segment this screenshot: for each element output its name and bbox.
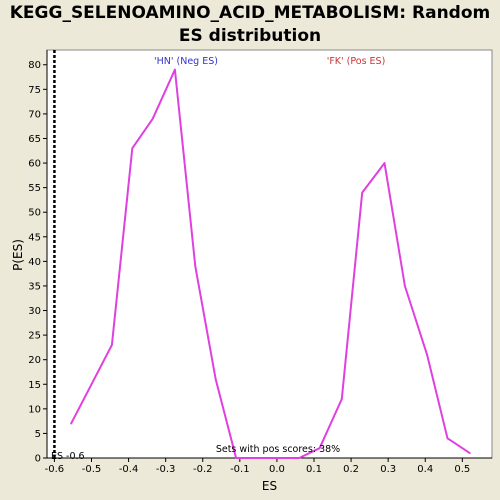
data-point — [174, 69, 176, 71]
x-tick-label: 0.3 — [380, 464, 396, 475]
y-tick-label: 15 — [28, 380, 41, 391]
y-tick-label: 45 — [28, 232, 41, 243]
data-point — [256, 457, 258, 459]
y-tick-label: 80 — [28, 60, 41, 71]
x-tick-label: 0.1 — [306, 464, 322, 475]
y-tick-label: 20 — [28, 355, 41, 366]
y-tick-label: 5 — [35, 429, 41, 440]
data-point — [91, 383, 93, 385]
data-point — [131, 147, 133, 149]
x-tick-label: -0.5 — [82, 464, 102, 475]
data-point — [469, 452, 471, 454]
x-tick-label: 0.5 — [454, 464, 470, 475]
data-point — [404, 285, 406, 287]
y-tick-label: 30 — [28, 306, 41, 317]
x-axis-label: ES — [262, 479, 277, 493]
data-point — [111, 344, 113, 346]
x-tick-label: 0.2 — [343, 464, 359, 475]
y-tick-label: 0 — [35, 454, 41, 465]
y-tick-label: 35 — [28, 281, 41, 292]
x-tick-label: 0.4 — [417, 464, 433, 475]
annotation-es_marker: ES -0.6 — [51, 451, 85, 462]
x-tick-label: 0.0 — [269, 464, 285, 475]
x-tick-label: -0.6 — [45, 464, 65, 475]
x-tick-label: -0.1 — [230, 464, 250, 475]
data-point — [235, 457, 237, 459]
data-point — [361, 192, 363, 194]
data-point — [194, 265, 196, 267]
y-tick-label: 60 — [28, 159, 41, 170]
data-point — [447, 437, 449, 439]
plot-area — [47, 50, 492, 458]
y-tick-label: 70 — [28, 109, 41, 120]
data-point — [341, 398, 343, 400]
annotation-pos: 'FK' (Pos ES) — [327, 56, 386, 67]
data-point — [384, 162, 386, 164]
y-tick-label: 50 — [28, 208, 41, 219]
y-tick-label: 55 — [28, 183, 41, 194]
y-tick-label: 75 — [28, 85, 41, 96]
data-point — [215, 378, 217, 380]
x-tick-label: -0.4 — [119, 464, 139, 475]
y-tick-label: 65 — [28, 134, 41, 145]
data-point — [426, 354, 428, 356]
data-point — [298, 457, 300, 459]
data-point — [70, 423, 72, 425]
data-point — [152, 118, 154, 120]
annotation-neg: 'HN' (Neg ES) — [154, 56, 218, 67]
data-point — [276, 457, 278, 459]
y-tick-label: 10 — [28, 404, 41, 415]
x-tick-label: -0.2 — [193, 464, 213, 475]
y-tick-label: 25 — [28, 331, 41, 342]
x-tick-label: -0.3 — [156, 464, 176, 475]
annotation-pos_scores: Sets with pos scores: 38% — [216, 444, 340, 455]
y-tick-label: 40 — [28, 257, 41, 268]
y-axis-label: P(ES) — [11, 239, 25, 271]
